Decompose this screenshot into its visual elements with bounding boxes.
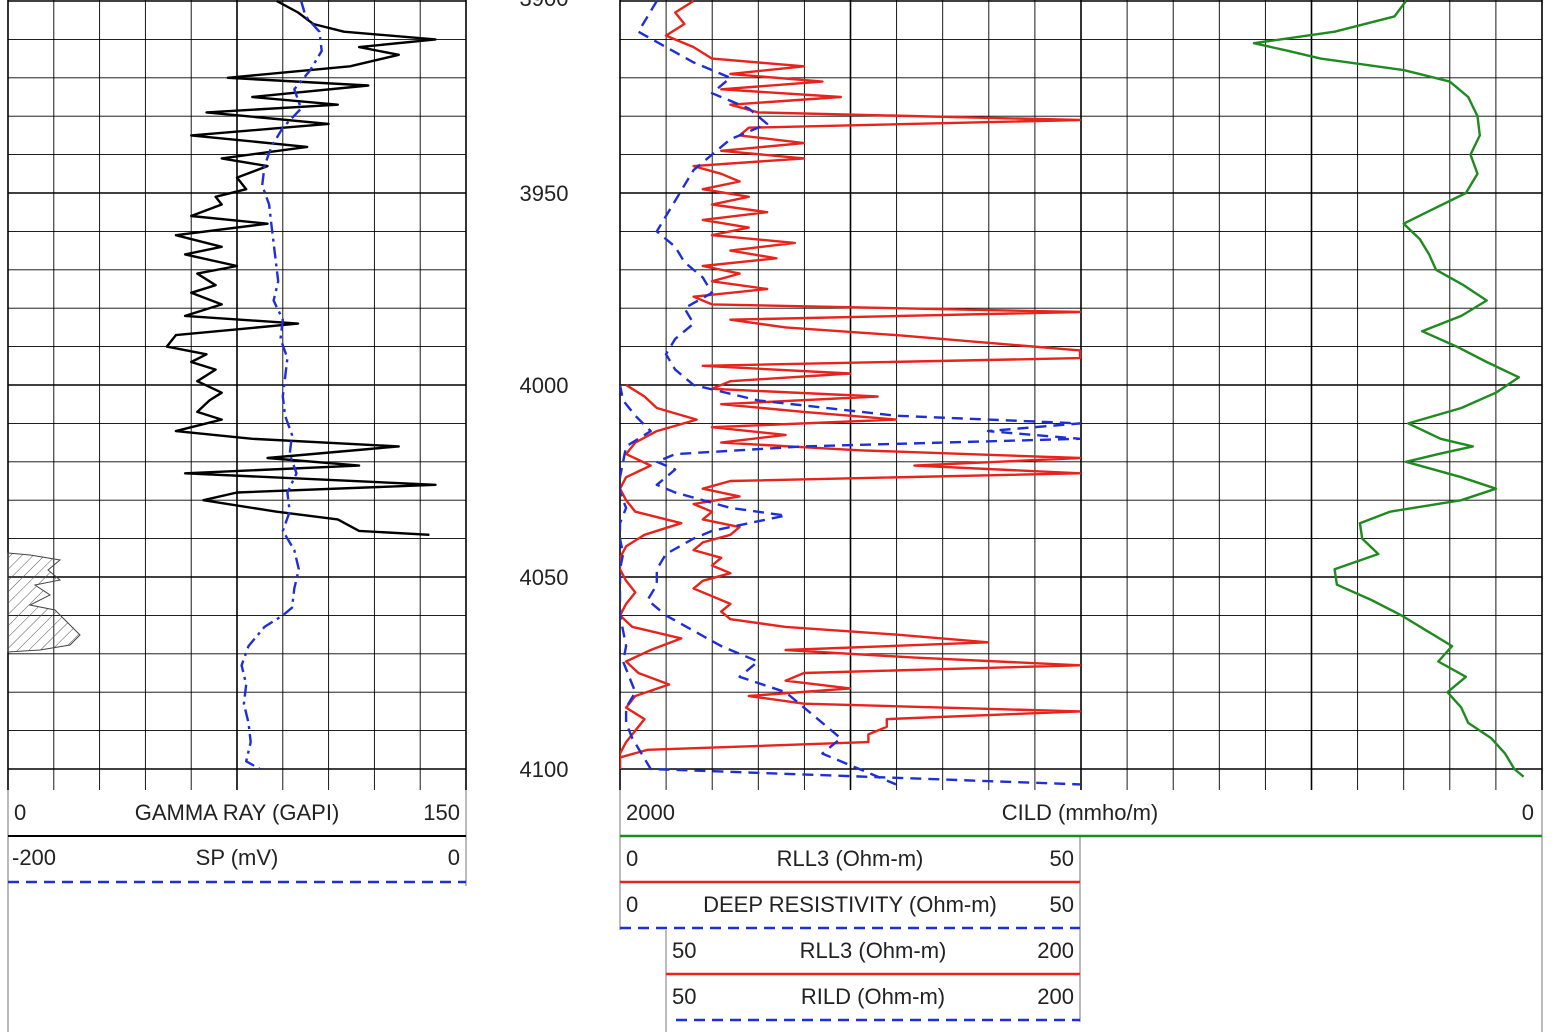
cild-min: 2000 bbox=[626, 800, 675, 825]
deep-max: 50 bbox=[1050, 892, 1074, 917]
depth-label-3950: 3950 bbox=[520, 181, 569, 206]
cild-max: 0 bbox=[1522, 800, 1534, 825]
gamma-ray-max: 150 bbox=[423, 800, 460, 825]
sp-header: -200 SP (mV) 0 bbox=[8, 845, 466, 884]
rild-b-label: RILD (Ohm-m) bbox=[801, 984, 945, 1009]
curve-sp-mv-1 bbox=[240, 0, 323, 771]
sp-label: SP (mV) bbox=[196, 845, 279, 870]
curve-rll3-ohm-m-5 bbox=[620, 383, 698, 769]
deep-min: 0 bbox=[626, 892, 638, 917]
curve-gamma-ray-gapi-0 bbox=[165, 0, 437, 536]
log-curves bbox=[165, 0, 1525, 786]
lithology-hatch-fill bbox=[7, 552, 81, 653]
deep-label: DEEP RESISTIVITY (Ohm-m) bbox=[703, 892, 997, 917]
depth-label-3900: 3900 bbox=[520, 0, 569, 11]
rild-header-b: 50 RILD (Ohm-m) 200 bbox=[672, 984, 1080, 1022]
curve-rll3-ohm-m-3 bbox=[620, 0, 1082, 769]
rild-b-min: 50 bbox=[672, 984, 696, 1009]
gamma-ray-header: 0 GAMMA RAY (GAPI) 150 bbox=[8, 800, 466, 837]
rll3-a-min: 0 bbox=[626, 846, 638, 871]
gamma-ray-min: 0 bbox=[14, 800, 26, 825]
header-frame bbox=[7, 790, 1543, 1032]
rll3-b-min: 50 bbox=[672, 938, 696, 963]
rll3-a-label: RLL3 (Ohm-m) bbox=[777, 846, 924, 871]
sp-min: -200 bbox=[12, 845, 56, 870]
cild-header: 2000 CILD (mmho/m) 0 bbox=[620, 800, 1542, 838]
curve-rild-ohm-m-6 bbox=[620, 384, 1081, 786]
depth-label-4100: 4100 bbox=[520, 757, 569, 782]
rll3-b-max: 200 bbox=[1037, 938, 1074, 963]
curve-cild-mmho-m-2 bbox=[1252, 0, 1525, 778]
deep-resistivity-header: 0 DEEP RESISTIVITY (Ohm-m) 50 bbox=[620, 892, 1080, 930]
cild-label: CILD (mmho/m) bbox=[1002, 800, 1158, 825]
depth-label-4000: 4000 bbox=[520, 373, 569, 398]
depth-label-4050: 4050 bbox=[520, 565, 569, 590]
rll3-b-label: RLL3 (Ohm-m) bbox=[800, 938, 947, 963]
rll3-a-max: 50 bbox=[1050, 846, 1074, 871]
rll3-header-a: 0 RLL3 (Ohm-m) 50 bbox=[620, 846, 1080, 884]
sp-max: 0 bbox=[448, 845, 460, 870]
rild-b-max: 200 bbox=[1037, 984, 1074, 1009]
gamma-ray-label: GAMMA RAY (GAPI) bbox=[135, 800, 340, 825]
log-grid bbox=[7, 0, 1543, 790]
rll3-header-b: 50 RLL3 (Ohm-m) 200 bbox=[666, 938, 1080, 976]
curve-deep-resistivity-ohm-m-4 bbox=[637, 0, 1082, 786]
